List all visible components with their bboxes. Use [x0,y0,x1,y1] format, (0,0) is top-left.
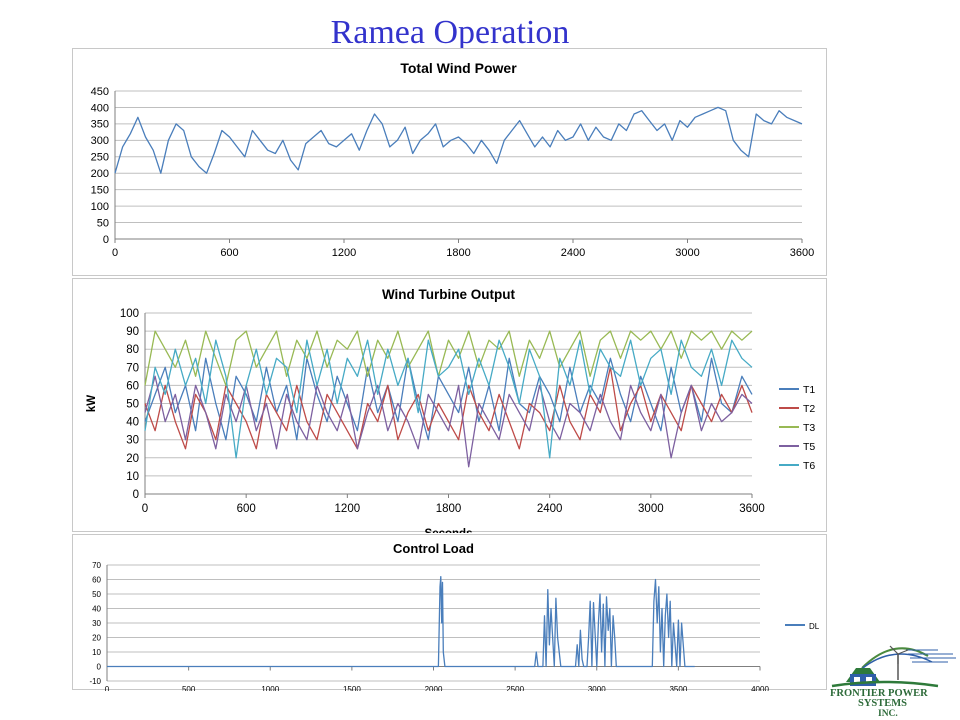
series-line-t2 [144,366,753,450]
series-line-t1 [144,357,753,441]
y-tick-label: 50 [97,217,109,229]
y-tick-label: 300 [91,135,109,147]
x-tick-label: 3600 [739,503,765,515]
y-tick-label: 70 [92,561,101,570]
x-tick-label: 0 [105,685,110,691]
x-tick-label: 500 [182,685,196,691]
control-load-panel: Control Load -10 0 10 20 30 40 50 60 70 0 500 1000 15… [72,534,827,691]
wind-turbine-output-chart: Wind Turbine Output 0 10 20 30 40 50 60 70 80 90 10… [86,287,815,533]
x-tick-label: 1200 [332,247,356,259]
series-line-t3 [144,330,753,387]
x-tick-label: 0 [112,247,118,259]
chart-title: Total Wind Power [400,60,517,76]
legend-label-t1: T1 [803,384,815,396]
y-tick-label: 450 [91,86,109,98]
chart-title: Wind Turbine Output [382,287,516,302]
x-tick-label: 1200 [335,503,361,515]
y-tick-label: 80 [126,344,139,356]
y-tick-label: 350 [91,119,109,131]
total-wind-power-panel: Total Wind Power 0 50 100 150 200 250 300 350 400… [72,48,827,276]
x-tick-label: 4000 [751,685,769,691]
series-line-series [114,106,803,174]
y-tick-label: 30 [92,619,101,628]
x-tick-label: 3000 [638,503,664,515]
y-tick-label: 100 [91,201,109,213]
x-tick-label: 600 [220,247,238,259]
logo-text-line1: FRONTIER POWER [830,688,928,699]
y-tick-label: 200 [91,168,109,180]
y-tick-label: 70 [126,362,139,374]
y-tick-label: 40 [92,604,101,613]
x-tick-label: 2400 [561,247,585,259]
y-tick-label: 100 [120,308,139,320]
wind-turbine-output-panel: Wind Turbine Output 0 10 20 30 40 50 60 70 80 90 10… [72,278,827,533]
y-tick-label: 150 [91,185,109,197]
x-tick-label: 0 [142,503,148,515]
y-tick-label: 40 [126,417,139,429]
total-wind-power-chart: Total Wind Power 0 50 100 150 200 250 300 350 400… [91,60,815,259]
y-tick-label: 20 [126,453,139,465]
y-axis-label: kW [86,395,98,412]
logo-text-line2: SYSTEMS [858,698,907,709]
y-tick-label: 0 [133,489,139,501]
y-tick-label: 10 [92,648,101,657]
y-tick-label: 50 [126,399,139,411]
slide-title: Ramea Operation [330,14,570,51]
legend-label-dl: DL [809,622,820,631]
x-tick-label: 3500 [669,685,687,691]
x-tick-label: 2500 [506,685,524,691]
x-axis-label: Seconds [425,528,473,533]
legend-label-t2: T2 [803,403,815,415]
x-tick-label: 1500 [343,685,361,691]
logo-graphic [831,645,956,688]
y-tick-label: 50 [92,590,101,599]
x-tick-label: 600 [237,503,256,515]
y-tick-label: -10 [89,677,101,686]
x-tick-label: 1800 [446,247,470,259]
x-tick-label: 3000 [588,685,606,691]
y-tick-label: 250 [91,152,109,164]
x-tick-label: 3000 [675,247,699,259]
y-tick-label: 30 [126,435,139,447]
x-tick-label: 1800 [436,503,462,515]
y-tick-label: 20 [92,633,101,642]
series-line-dl [107,575,695,668]
y-tick-label: 0 [97,662,102,671]
y-tick-label: 0 [103,234,109,246]
series-line-t6 [144,339,753,459]
frontier-power-logo: FRONTIER POWER SYSTEMS INC. [830,645,956,718]
logo-text-line3: INC. [878,709,898,718]
x-tick-label: 1000 [261,685,279,691]
legend-label-t6: T6 [803,460,815,472]
x-tick-label: 3600 [790,247,814,259]
chart-title: Control Load [393,541,474,556]
legend-label-t5: T5 [803,441,815,453]
legend-label-t3: T3 [803,422,815,434]
x-tick-label: 2400 [537,503,563,515]
y-tick-label: 10 [126,471,139,483]
y-tick-label: 90 [126,326,139,338]
y-tick-label: 60 [92,575,101,584]
x-tick-label: 2000 [425,685,443,691]
y-tick-label: 400 [91,102,109,114]
control-load-chart: Control Load -10 0 10 20 30 40 50 60 70 0 500 1000 15… [89,541,820,691]
y-tick-label: 60 [126,380,139,392]
